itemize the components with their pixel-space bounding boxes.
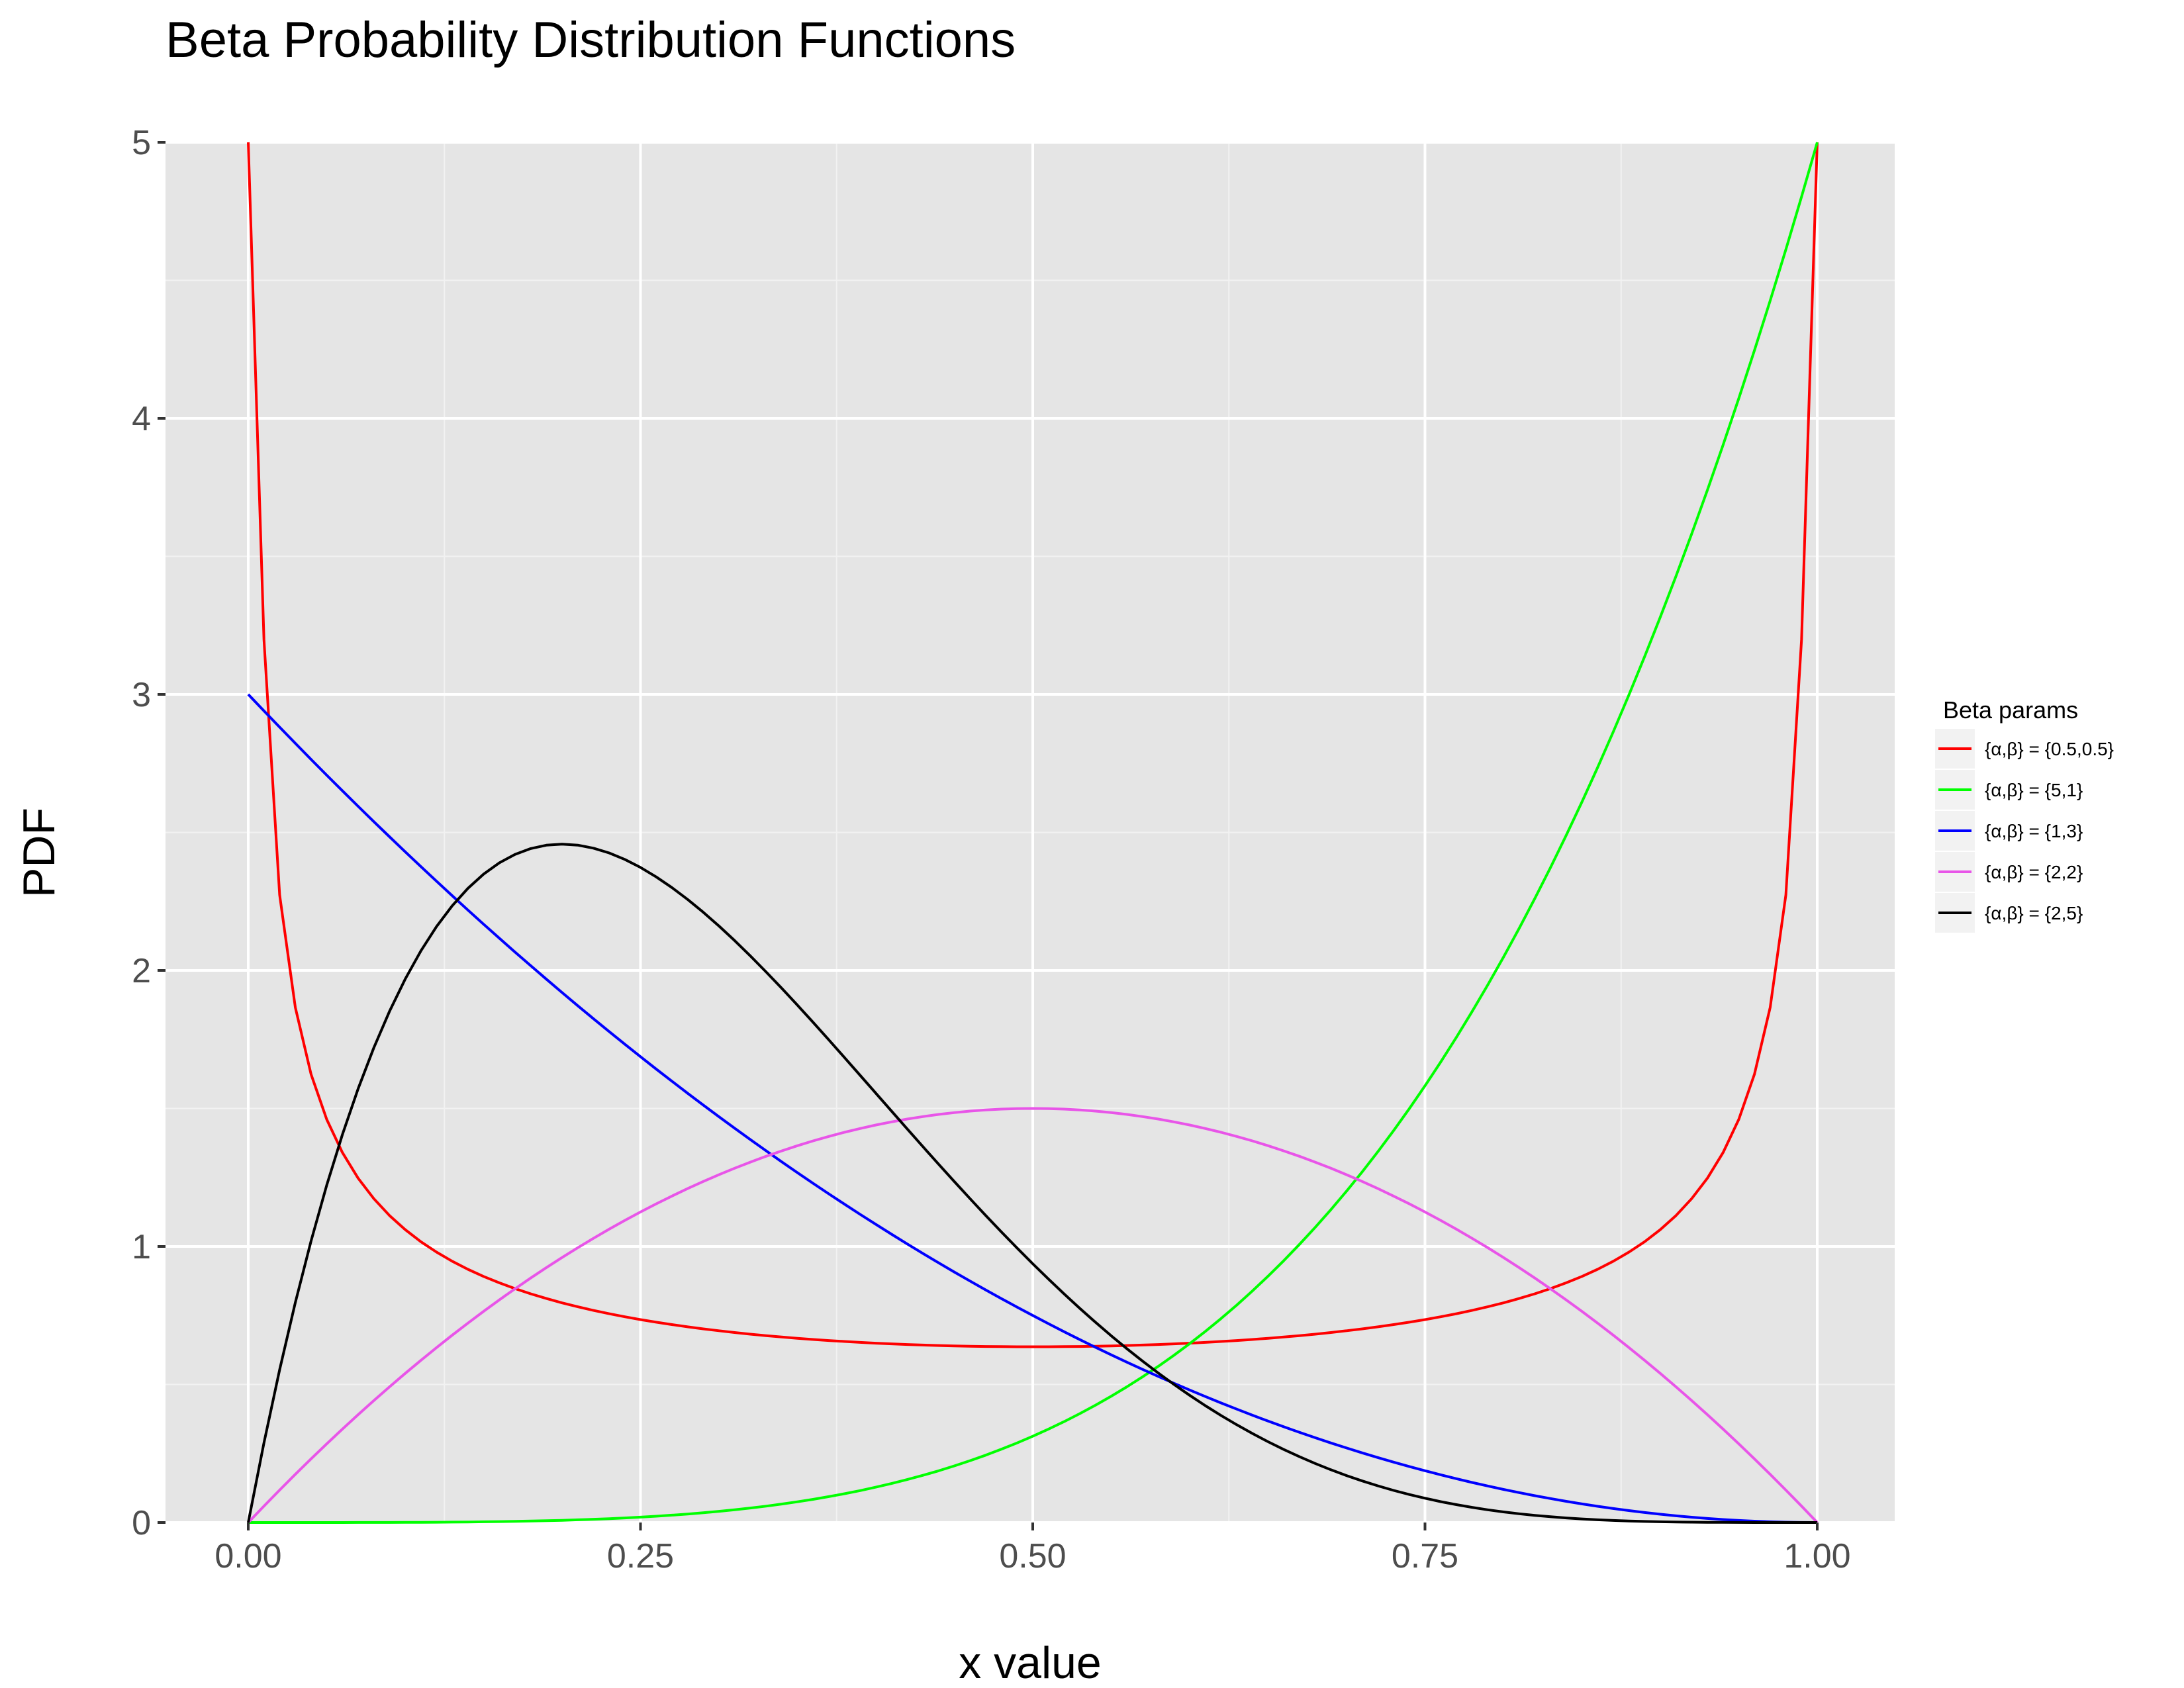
x-tick-label: 0.50: [999, 1537, 1066, 1575]
series-line-3: [247, 1107, 1819, 1524]
series-line-1: [248, 142, 1819, 1524]
legend: Beta params {α,β} = {0.5,0.5} {α,β} = {5,…: [1934, 696, 2114, 934]
legend-item: {α,β} = {5,1}: [1934, 769, 2083, 811]
legend-label: {α,β} = {1,3}: [1985, 821, 2083, 841]
x-axis-ticks: 0.00 0.25 0.50 0.75 1.00: [214, 1523, 1851, 1575]
legend-item: {α,β} = {1,3}: [1934, 810, 2083, 852]
legend-label: {α,β} = {2,5}: [1985, 903, 2083, 923]
legend-label: {α,β} = {5,1}: [1985, 780, 2083, 800]
x-tick-label: 0.25: [607, 1537, 674, 1575]
y-tick-label: 1: [132, 1228, 151, 1266]
legend-item: {α,β} = {2,2}: [1934, 851, 2083, 893]
x-tick-label: 0.75: [1392, 1537, 1458, 1575]
legend-item: {α,β} = {2,5}: [1934, 892, 2083, 934]
y-tick-label: 5: [132, 124, 151, 162]
y-tick-label: 4: [132, 400, 151, 438]
y-tick-label: 2: [132, 952, 151, 990]
series-line-2: [247, 693, 1818, 1524]
y-tick-label: 0: [132, 1504, 151, 1542]
y-tick-label: 3: [132, 676, 151, 714]
x-tick-label: 0.00: [214, 1537, 281, 1575]
series-line-0: [247, 142, 1819, 1348]
legend-title: Beta params: [1943, 696, 2078, 724]
series-lines: [247, 142, 1819, 1524]
x-axis-title: x value: [959, 1638, 1101, 1688]
series-line-4: [247, 843, 1817, 1524]
grid-major: [166, 141, 1895, 1524]
legend-items: {α,β} = {0.5,0.5} {α,β} = {5,1} {α,β} = {1…: [1934, 727, 2114, 934]
y-axis-ticks: 0 1 2 3 4 5: [132, 124, 166, 1542]
y-axis-title: PDF: [14, 808, 64, 898]
x-tick-label: 1.00: [1783, 1537, 1850, 1575]
legend-item: {α,β} = {0.5,0.5}: [1934, 727, 2114, 770]
legend-label: {α,β} = {2,2}: [1985, 862, 2083, 882]
chart-title: Beta Probability Distribution Functions: [166, 12, 1016, 68]
legend-label: {α,β} = {0.5,0.5}: [1985, 739, 2114, 759]
